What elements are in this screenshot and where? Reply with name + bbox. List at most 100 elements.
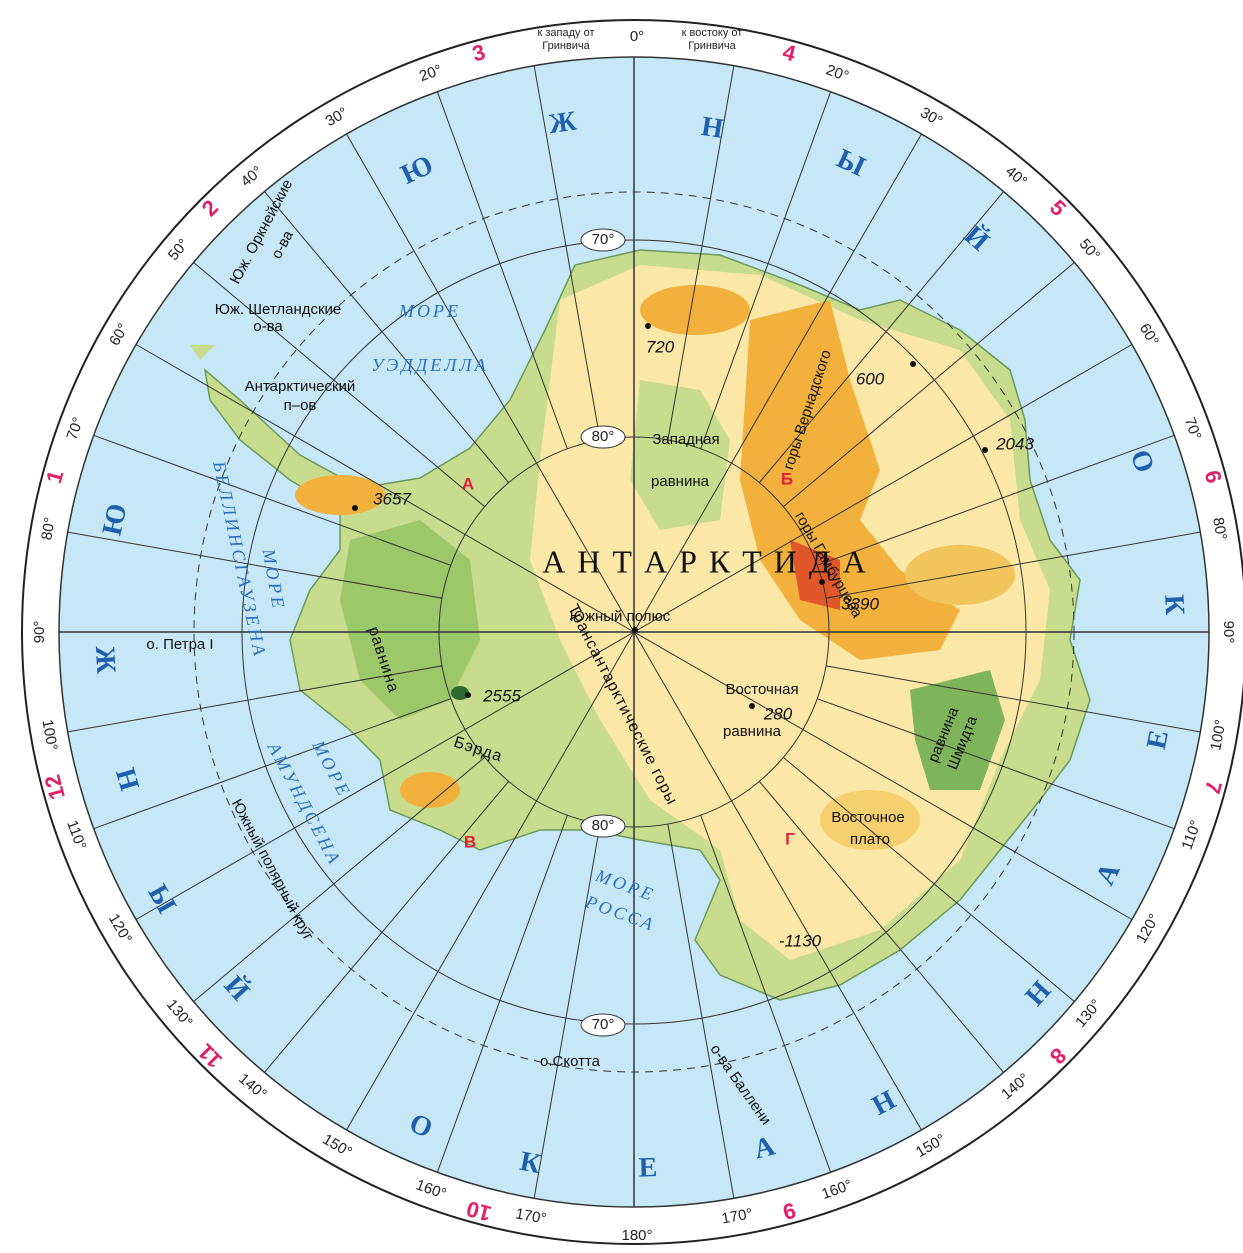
meridian (67, 531, 443, 599)
meridian (346, 133, 635, 633)
ocean-letter: Е (638, 1152, 657, 1183)
map-label: 720 (646, 337, 675, 356)
trench (451, 686, 469, 700)
meridian-label: 20° (824, 61, 851, 85)
point-marker (465, 692, 471, 698)
meridian-label: 100° (1207, 718, 1229, 752)
map-label: 600 (856, 369, 885, 388)
map-label: Г (785, 829, 795, 848)
point-marker (645, 323, 651, 329)
meridian (633, 631, 922, 1131)
map-label: 280 (763, 704, 793, 723)
meridian (825, 531, 1201, 599)
meridian (135, 631, 635, 920)
point-marker (749, 703, 755, 709)
meridian-label: 80° (1209, 516, 1230, 541)
meridian (193, 756, 485, 1002)
map-label: Восточное (831, 809, 904, 826)
meridian (700, 91, 832, 449)
parallel-label-box (580, 1013, 626, 1037)
meridian (783, 262, 1075, 508)
meridian (533, 823, 601, 1199)
point-marker (632, 627, 638, 633)
meridian-label: 170° (514, 1205, 548, 1227)
meridian (93, 434, 451, 566)
map-label: Б (781, 469, 793, 488)
meridian-label: 170° (720, 1205, 754, 1227)
point-marker (910, 361, 916, 367)
parallel-label: 80° (592, 428, 615, 445)
map-label: плато (850, 831, 890, 848)
map-label: 2043 (995, 434, 1034, 453)
ocean-letter: Н (699, 111, 725, 145)
ocean-letter: Ж (89, 645, 121, 675)
map-label: Западная (652, 431, 719, 448)
meridian (67, 665, 443, 733)
map-label: В (464, 832, 476, 851)
meridian (667, 823, 735, 1199)
meridian-label: 70° (63, 415, 87, 442)
meridian (533, 65, 601, 441)
map-label: о.Скотта (540, 1053, 601, 1070)
meridian (436, 91, 568, 449)
meridian-label: 20° (417, 61, 444, 85)
parallel-label-box (580, 814, 626, 838)
meridian-label: 70° (1181, 415, 1205, 442)
lowland (910, 670, 1005, 790)
parallel-label: 70° (592, 231, 615, 248)
meridian (633, 631, 1133, 920)
lowland (630, 380, 730, 530)
meridian-label: 90° (1220, 621, 1237, 644)
meridian-label: 0° (630, 28, 644, 45)
map-label: равнина (723, 723, 782, 740)
parallel-label-box (580, 228, 626, 252)
map-label: -1130 (779, 931, 822, 950)
point-marker (982, 447, 988, 453)
map-label: п–ов (284, 397, 317, 414)
meridian-note: к западу от (538, 27, 595, 39)
island (190, 345, 215, 360)
map-label: Восточная (725, 681, 798, 698)
map-label: УЭДДЕЛЛА (371, 355, 488, 375)
highland-peak (790, 540, 840, 610)
meridian (436, 815, 568, 1173)
point-marker (819, 579, 825, 585)
meridian (783, 756, 1075, 1002)
map-label: 2555 (482, 686, 521, 705)
meridian-label: 90° (31, 621, 48, 644)
parallel-label-box (580, 425, 626, 449)
meridian-note: Гринвича (688, 40, 736, 52)
meridian (667, 65, 735, 441)
meridian (264, 191, 510, 483)
meridian (758, 781, 1004, 1073)
meridian-label: 180° (621, 1227, 652, 1244)
meridian (346, 631, 635, 1131)
meridian-note: к востоку от (682, 27, 743, 39)
map-label: Антарктический (245, 378, 356, 395)
highland (820, 790, 920, 850)
meridian (817, 698, 1175, 830)
lowland (340, 520, 480, 720)
meridian (633, 344, 1133, 633)
point-marker (352, 505, 358, 511)
map-label: 3390 (841, 594, 879, 613)
meridian (135, 344, 635, 633)
highland (400, 772, 460, 808)
map-label: равнина (651, 473, 710, 490)
map-label: о-ва (253, 318, 283, 335)
parallel-label: 70° (592, 1016, 615, 1033)
highland (295, 475, 385, 515)
ocean-letter: К (1158, 594, 1190, 617)
ocean-letter: Ю (96, 501, 133, 538)
meridian (817, 434, 1175, 566)
meridian-label: 80° (38, 516, 59, 541)
map-label: Южный полюс (570, 608, 671, 625)
graticule (59, 57, 1209, 1207)
map-label: 3657 (373, 489, 411, 508)
ocean-letter: Ж (547, 106, 579, 141)
map-label: МОРЕ (398, 301, 461, 321)
meridian (264, 781, 510, 1073)
meridian (633, 133, 922, 633)
